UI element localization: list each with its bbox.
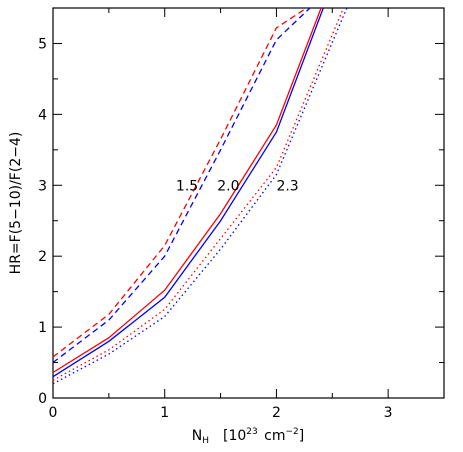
slope-annotation: 2.0 (217, 178, 239, 194)
x-axis-label-unit-exp2: −2 (286, 427, 299, 437)
y-tick-label: 0 (38, 391, 47, 407)
x-axis-label-sub: H (202, 436, 209, 446)
y-tick-label: 4 (38, 107, 47, 123)
x-axis-label-main: N (192, 428, 202, 444)
x-axis-label-unit-post: ] (299, 428, 304, 444)
series-line-2 (52, 7, 322, 374)
series-line-3 (52, 7, 324, 378)
x-axis-label-unit-mid: cm (260, 428, 286, 444)
y-axis-label: HR=F(5−10)/F(2−4) (8, 132, 24, 275)
slope-annotation: 2.3 (276, 178, 298, 194)
series-line-1 (52, 7, 311, 364)
x-axis-label-unit-exp: 23 (246, 427, 257, 437)
slope-annotation: 1.5 (176, 178, 198, 194)
annotation-layer: 1.5 2.0 2.3 (176, 178, 299, 194)
x-tick-label: 3 (384, 405, 393, 421)
y-tick-label: 2 (38, 249, 47, 265)
x-axis-label-unit-pre: [10 (223, 428, 246, 444)
series-layer (52, 7, 348, 385)
series-line-5 (52, 7, 348, 385)
y-tick-label: 5 (38, 36, 47, 52)
tick-layer: 0 1 2 3 0 1 2 3 4 5 (38, 7, 445, 421)
x-tick-label: 2 (272, 405, 281, 421)
x-axis-label: NH [1023 cm−2] (192, 427, 305, 446)
x-tick-label: 0 (49, 405, 58, 421)
y-tick-label: 3 (38, 178, 47, 194)
y-tick-label: 1 (38, 320, 47, 336)
plot-frame (52, 7, 445, 399)
x-tick-label: 1 (160, 405, 169, 421)
